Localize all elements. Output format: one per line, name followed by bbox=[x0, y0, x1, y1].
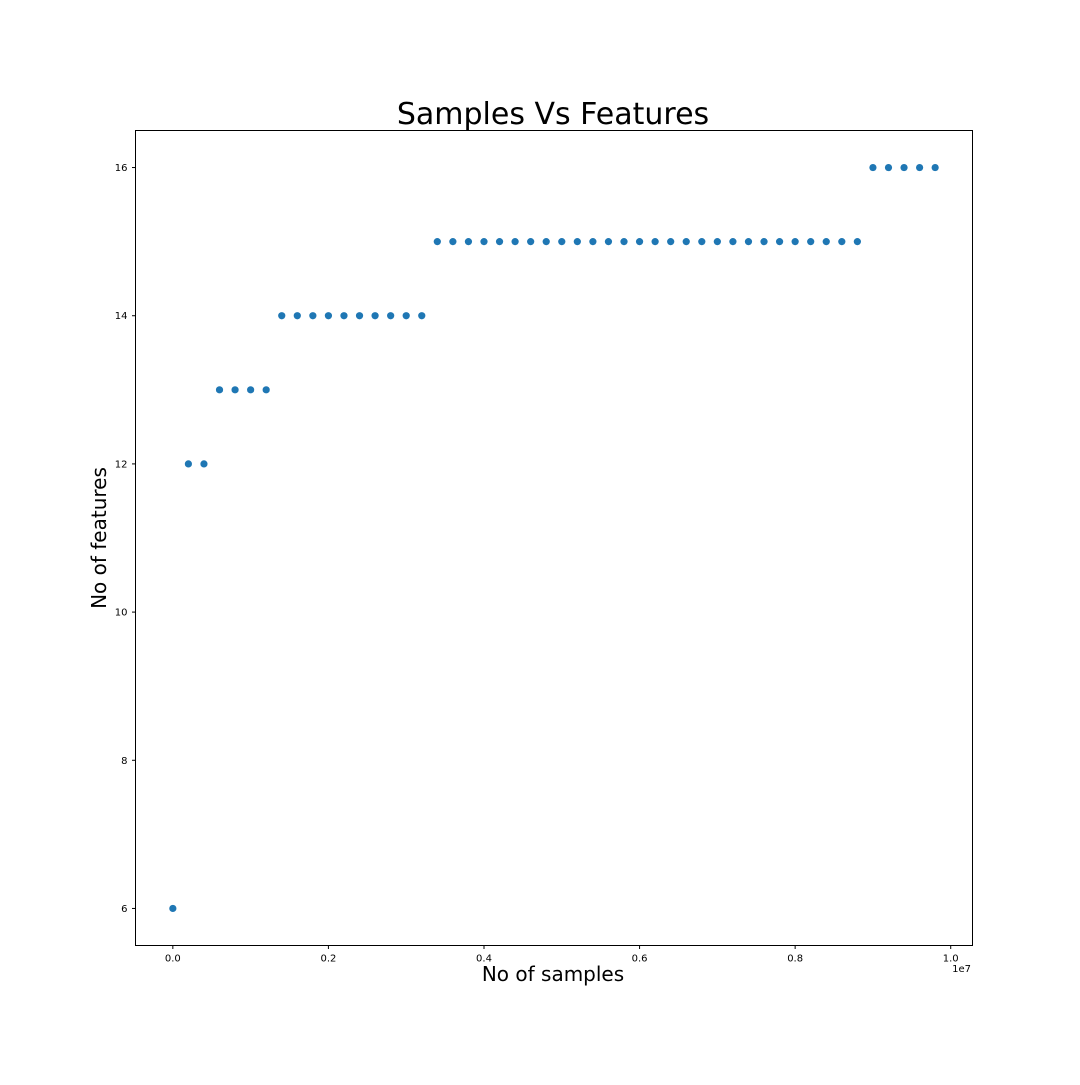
y-tick-label: 10 bbox=[115, 608, 128, 619]
y-axis: 6 8 10 12 14 16 bbox=[115, 163, 136, 915]
data-point bbox=[573, 238, 581, 246]
data-point bbox=[278, 312, 286, 320]
data-point bbox=[791, 238, 799, 246]
x-tick-label: 0.6 bbox=[632, 954, 648, 965]
x-axis-title: No of samples bbox=[482, 962, 624, 986]
data-point bbox=[729, 238, 737, 246]
y-tick-label: 12 bbox=[115, 459, 128, 470]
data-point bbox=[418, 312, 426, 320]
data-point bbox=[340, 312, 348, 320]
chart-title: Samples Vs Features bbox=[397, 97, 709, 132]
data-point bbox=[853, 238, 861, 246]
x-tick-label: 0.2 bbox=[320, 954, 336, 965]
data-point bbox=[916, 163, 924, 172]
data-point bbox=[838, 238, 846, 246]
data-point bbox=[822, 238, 830, 246]
data-point bbox=[495, 238, 504, 246]
x-tick-label: 0.4 bbox=[476, 954, 492, 965]
axes-frame bbox=[135, 130, 973, 946]
data-point bbox=[464, 238, 473, 246]
data-point bbox=[247, 386, 255, 394]
data-point bbox=[371, 312, 379, 320]
data-point bbox=[542, 238, 550, 246]
y-axis-title: No of features bbox=[87, 467, 111, 609]
y-tick-label: 8 bbox=[121, 756, 127, 767]
data-point bbox=[869, 163, 877, 172]
data-point bbox=[169, 904, 177, 913]
data-point bbox=[402, 312, 410, 320]
data-point bbox=[931, 163, 939, 172]
data-point bbox=[355, 312, 364, 320]
data-point bbox=[293, 312, 301, 320]
data-point bbox=[635, 238, 644, 246]
data-point bbox=[713, 238, 721, 246]
data-point bbox=[589, 238, 597, 246]
data-point bbox=[262, 386, 270, 394]
plot-area bbox=[169, 163, 939, 913]
data-point bbox=[558, 238, 566, 246]
y-tick-label: 16 bbox=[115, 163, 128, 174]
data-point bbox=[698, 238, 706, 246]
data-point bbox=[900, 163, 908, 172]
data-point bbox=[231, 386, 239, 394]
data-point bbox=[449, 238, 457, 246]
y-tick-label: 6 bbox=[121, 904, 127, 915]
data-point bbox=[744, 238, 753, 246]
x-tick-label: 1.0 bbox=[943, 954, 959, 965]
data-point bbox=[184, 460, 192, 468]
data-point bbox=[200, 460, 208, 468]
data-point bbox=[760, 238, 768, 246]
data-point bbox=[682, 238, 690, 246]
data-point bbox=[511, 238, 519, 246]
x-axis: 0.0 0.2 0.4 0.6 0.8 1.0 bbox=[165, 945, 959, 965]
x-tick-label: 0.0 bbox=[165, 954, 181, 965]
data-point bbox=[324, 312, 333, 320]
data-point bbox=[309, 312, 317, 320]
data-point bbox=[620, 238, 628, 246]
data-point bbox=[387, 312, 395, 320]
data-point bbox=[215, 386, 224, 394]
data-point bbox=[667, 238, 675, 246]
x-tick-label: 0.8 bbox=[787, 954, 803, 965]
data-point bbox=[884, 163, 893, 172]
x-axis-offset-label: 1e7 bbox=[952, 964, 971, 975]
data-point bbox=[433, 238, 441, 246]
data-point bbox=[651, 238, 659, 246]
data-point bbox=[480, 238, 488, 246]
data-point bbox=[527, 238, 535, 246]
data-point bbox=[807, 238, 815, 246]
data-point bbox=[604, 238, 613, 246]
data-point bbox=[775, 238, 784, 246]
y-tick-label: 14 bbox=[115, 311, 128, 322]
